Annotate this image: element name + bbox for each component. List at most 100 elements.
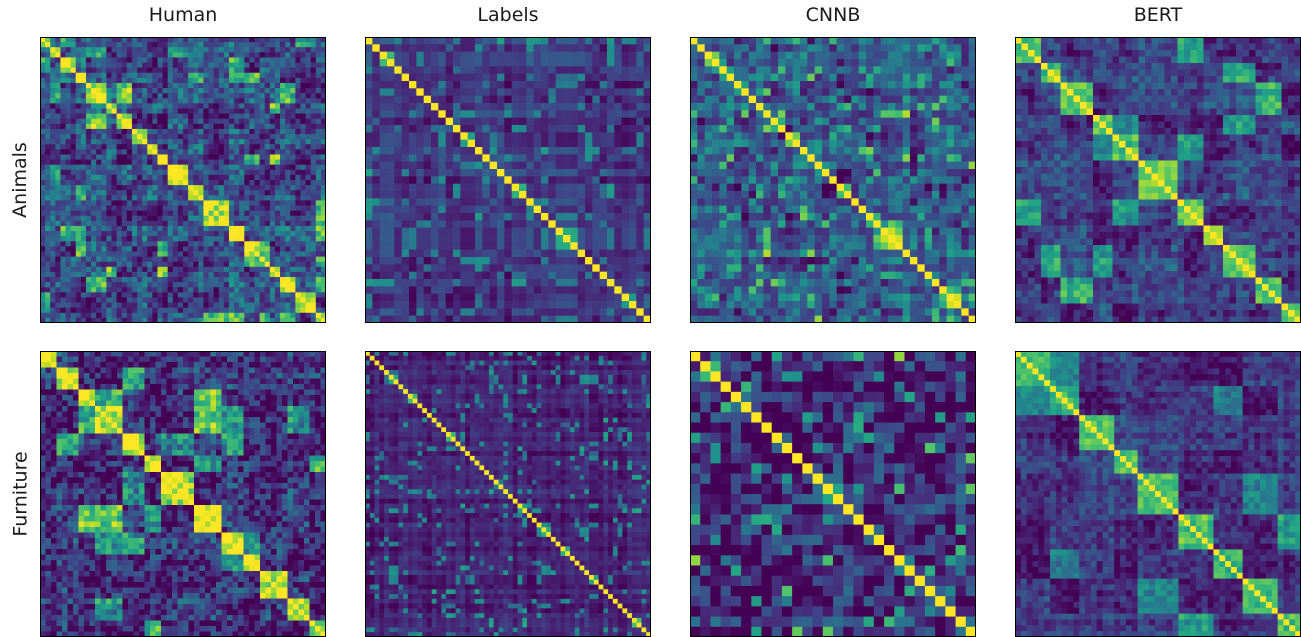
heatmap-cell: [101, 52, 107, 59]
heatmap-cell: [111, 108, 118, 115]
heatmap-cell: [106, 159, 113, 166]
heatmap-cell: [228, 47, 235, 53]
heatmap-cell: [555, 44, 564, 53]
heatmap-cell: [137, 128, 143, 135]
heatmap-cell: [152, 144, 159, 150]
heatmap-cell: [203, 292, 210, 299]
heatmap-cell: [193, 297, 199, 304]
heatmap-cell: [372, 279, 381, 287]
heatmap-cell: [778, 37, 786, 45]
heatmap-cell: [924, 66, 933, 75]
heatmap-cell: [541, 125, 549, 133]
heatmap-cell: [519, 198, 527, 207]
heatmap-cell: [65, 88, 72, 94]
heatmap-cell: [285, 154, 291, 161]
heatmap-cell: [269, 103, 276, 110]
heatmap-cell: [320, 205, 326, 212]
heatmap-cell: [183, 215, 189, 222]
heatmap-cell: [131, 231, 138, 237]
heatmap-cell: [50, 180, 56, 186]
heatmap-cell: [131, 225, 138, 232]
heatmap-cell: [96, 139, 102, 145]
heatmap-cell: [585, 125, 593, 133]
heatmap-cell: [223, 118, 230, 125]
heatmap-cell: [315, 251, 322, 258]
heatmap-cell: [836, 51, 845, 60]
heatmap-cell: [300, 205, 307, 212]
heatmap-cell: [91, 200, 97, 207]
heatmap-cell: [866, 81, 874, 89]
heatmap-cell: [193, 317, 199, 323]
heatmap-cell: [162, 149, 169, 156]
heatmap-cell: [643, 88, 651, 97]
heatmap-cell: [592, 44, 601, 53]
heatmap-cell: [234, 180, 240, 186]
heatmap-cell: [91, 215, 97, 222]
heatmap-cell: [121, 256, 128, 263]
heatmap-cell: [379, 242, 388, 251]
heatmap-cell: [445, 176, 454, 185]
heatmap-cell: [792, 88, 801, 97]
heatmap-cell: [188, 312, 194, 319]
heatmap-cell: [60, 195, 67, 202]
heatmap-cell: [157, 52, 164, 59]
heatmap-cell: [259, 82, 266, 89]
heatmap-cell: [280, 113, 286, 120]
heatmap-cell: [629, 88, 637, 97]
heatmap-cell: [188, 118, 194, 125]
heatmap-cell: [111, 287, 118, 293]
heatmap-cell: [489, 44, 498, 53]
heatmap-cell: [280, 82, 286, 89]
heatmap-cell: [917, 73, 926, 82]
heatmap-cell: [526, 88, 535, 97]
heatmap-cell: [101, 169, 107, 176]
heatmap-cell: [70, 200, 77, 207]
heatmap-cell: [497, 315, 505, 323]
heatmap-cell: [234, 98, 240, 104]
heatmap-cell: [203, 159, 210, 166]
heatmap-cell: [91, 93, 97, 99]
heatmap-cell: [91, 123, 97, 130]
heatmap-cell: [274, 277, 281, 283]
heatmap-cell: [423, 154, 432, 163]
heatmap-cell: [75, 277, 82, 283]
heatmap-cell: [162, 67, 169, 74]
heatmap-cell: [101, 225, 107, 232]
heatmap-cell: [244, 261, 250, 268]
heatmap-cell: [152, 256, 159, 263]
heatmap-cell: [45, 205, 51, 212]
heatmap-cell: [80, 37, 87, 43]
heatmap-cell: [866, 51, 874, 60]
heatmap-cell: [91, 77, 97, 84]
heatmap-cell: [213, 271, 220, 278]
heatmap-cell: [431, 213, 439, 221]
heatmap-cell: [50, 67, 56, 74]
heatmap-cell: [621, 264, 630, 273]
heatmap-cell: [315, 77, 322, 84]
heatmap-cell: [40, 317, 46, 323]
heatmap-cell: [599, 147, 608, 155]
heatmap-cell: [497, 154, 505, 163]
heatmap-cell: [45, 271, 51, 278]
heatmap-cell: [147, 88, 153, 94]
heatmap-cell: [445, 66, 454, 75]
heatmap-cell: [295, 174, 302, 181]
heatmap-cell: [157, 37, 164, 43]
heatmap-cell: [504, 227, 513, 236]
heatmap-cell: [880, 59, 889, 67]
heatmap-cell: [409, 169, 417, 177]
heatmap-cell: [416, 183, 425, 192]
heatmap-cell: [570, 95, 579, 104]
heatmap-cell: [111, 317, 118, 323]
heatmap-cell: [741, 66, 750, 75]
heatmap-cell: [137, 256, 143, 263]
heatmap-cell: [131, 37, 138, 43]
heatmap-cell: [126, 98, 133, 104]
heatmap-cell: [295, 62, 302, 69]
heatmap-cell: [438, 198, 447, 207]
heatmap-cell: [126, 139, 133, 145]
heatmap-cell: [932, 66, 940, 75]
heatmap-cell: [183, 123, 189, 130]
heatmap-cell: [621, 279, 630, 287]
heatmap-cell: [614, 257, 623, 265]
